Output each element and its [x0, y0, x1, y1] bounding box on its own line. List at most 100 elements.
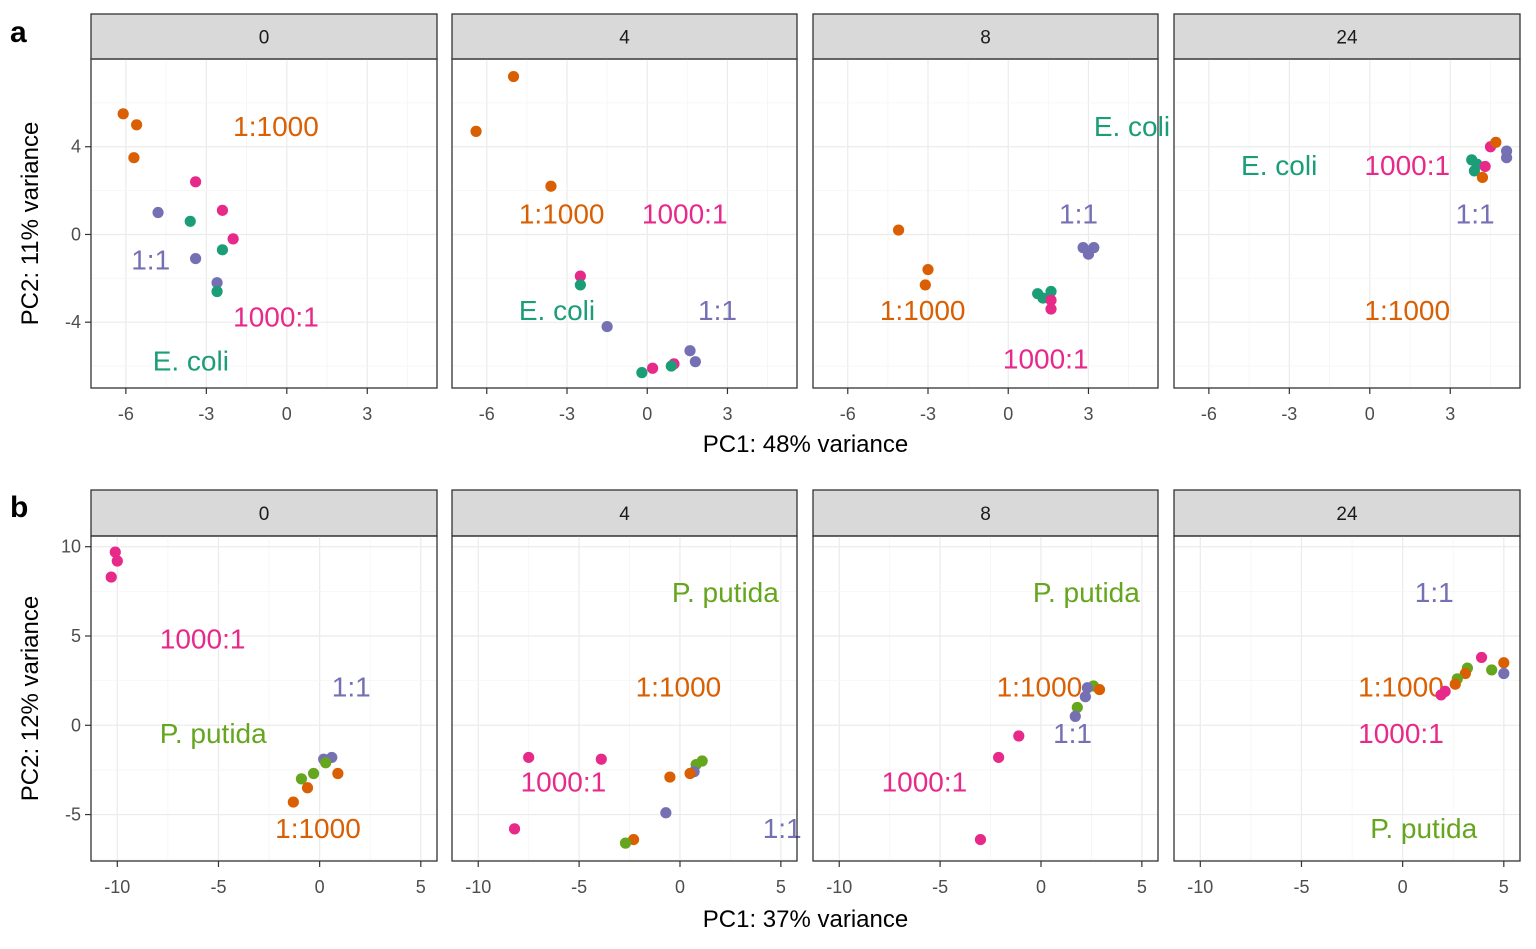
group-label: 1:1: [698, 295, 737, 326]
data-point: [216, 204, 229, 216]
data-point: [545, 180, 557, 192]
data-point: [332, 767, 344, 780]
data-point: [470, 125, 482, 137]
data-point: [574, 270, 586, 282]
data-point: [1079, 691, 1091, 703]
facet-strip: [1173, 13, 1521, 60]
data-point: [1468, 165, 1481, 177]
data-point: [109, 546, 121, 558]
group-label: 1000:1: [1364, 150, 1450, 181]
data-point: [211, 285, 223, 298]
x-tick-label: 0: [315, 877, 325, 897]
data-point: [307, 767, 320, 780]
data-point: [117, 108, 129, 120]
data-point: [619, 837, 632, 849]
facet-strip-label: 8: [980, 504, 991, 525]
y-tick-label: -4: [65, 312, 81, 332]
group-label: P. putida: [160, 718, 267, 749]
x-tick-label: -3: [198, 404, 214, 424]
facet-strip: [451, 489, 798, 537]
group-label: E. coli: [519, 295, 595, 326]
data-point: [1045, 294, 1057, 306]
x-tick-label: 0: [1365, 404, 1375, 424]
data-point: [1498, 667, 1510, 680]
data-point: [105, 571, 117, 583]
data-point: [111, 555, 123, 567]
x-tick-label: -10: [104, 877, 130, 897]
x-tick-label: -3: [920, 404, 936, 424]
facet-strip: [90, 489, 438, 537]
x-tick-label: 5: [1137, 877, 1147, 897]
x-tick-label: 0: [1036, 877, 1046, 897]
group-label: 1:1: [1456, 199, 1495, 230]
x-tick-label: 3: [1445, 404, 1455, 424]
data-point: [287, 796, 299, 808]
panel-border: [1173, 535, 1521, 862]
y-tick-label: 0: [71, 715, 81, 735]
facet-b-8: 8 P. putida 1:1000 1:1 1000:1 -10 -5 0 5: [812, 489, 1159, 897]
group-label: 1000:1: [642, 199, 728, 230]
data-point: [295, 773, 308, 785]
data-point: [1490, 136, 1502, 148]
data-point: [574, 279, 586, 291]
x-tick-label: -6: [118, 404, 134, 424]
x-tick-label: 0: [675, 877, 685, 897]
data-point: [1069, 710, 1081, 722]
panel-border: [812, 535, 1159, 862]
data-point: [922, 263, 934, 276]
panel-border: [451, 58, 798, 389]
x-tick-label: -5: [210, 877, 226, 897]
group-label: P. putida: [672, 577, 779, 608]
data-point: [1449, 678, 1461, 690]
panel-border: [1173, 58, 1521, 389]
data-point: [128, 152, 140, 164]
data-point: [660, 807, 672, 819]
x-tick-label: -10: [826, 877, 852, 897]
data-point: [974, 833, 987, 846]
group-label: 1:1: [1415, 577, 1454, 608]
x-tick-label: 5: [776, 877, 786, 897]
data-point: [190, 252, 202, 265]
x-tick-label: 0: [642, 404, 652, 424]
data-point: [507, 70, 520, 83]
group-label: 1:1000: [997, 672, 1083, 703]
data-point: [595, 753, 607, 765]
group-label: 1000:1: [1003, 343, 1089, 374]
data-point: [636, 367, 648, 379]
y-tick-label: 10: [61, 537, 81, 557]
data-point: [665, 360, 677, 372]
x-tick-label: -10: [465, 877, 491, 897]
data-point: [227, 233, 239, 245]
group-label: E. coli: [1241, 150, 1317, 181]
facet-strip-label: 0: [259, 28, 270, 49]
data-point: [1045, 303, 1057, 315]
x-tick-label: -6: [479, 404, 495, 424]
group-label: 1:1: [332, 672, 371, 703]
facet-strip-label: 4: [619, 504, 630, 525]
data-point: [1045, 285, 1057, 298]
group-label: 1:1: [131, 245, 170, 276]
data-point: [1459, 667, 1471, 680]
facet-strip-label: 0: [259, 504, 270, 525]
y-axis-title: PC2: 12% variance: [17, 596, 44, 801]
data-point: [601, 320, 613, 333]
x-tick-label: 3: [1083, 404, 1093, 424]
group-label: 1:1: [1059, 199, 1098, 230]
facet-strip-label: 24: [1336, 28, 1358, 49]
y-tick-label: -5: [65, 805, 81, 825]
data-point: [130, 119, 143, 131]
facet-strip-label: 4: [619, 28, 630, 49]
y-tick-label: 4: [71, 137, 81, 157]
data-point: [152, 206, 164, 219]
x-tick-label: 0: [1003, 404, 1013, 424]
data-point: [684, 767, 696, 780]
data-point: [1486, 664, 1498, 676]
group-label: 1:1000: [519, 199, 605, 230]
data-point: [684, 345, 696, 357]
x-tick-label: -3: [1281, 404, 1297, 424]
data-point: [301, 782, 314, 794]
x-tick-label: 0: [282, 404, 292, 424]
